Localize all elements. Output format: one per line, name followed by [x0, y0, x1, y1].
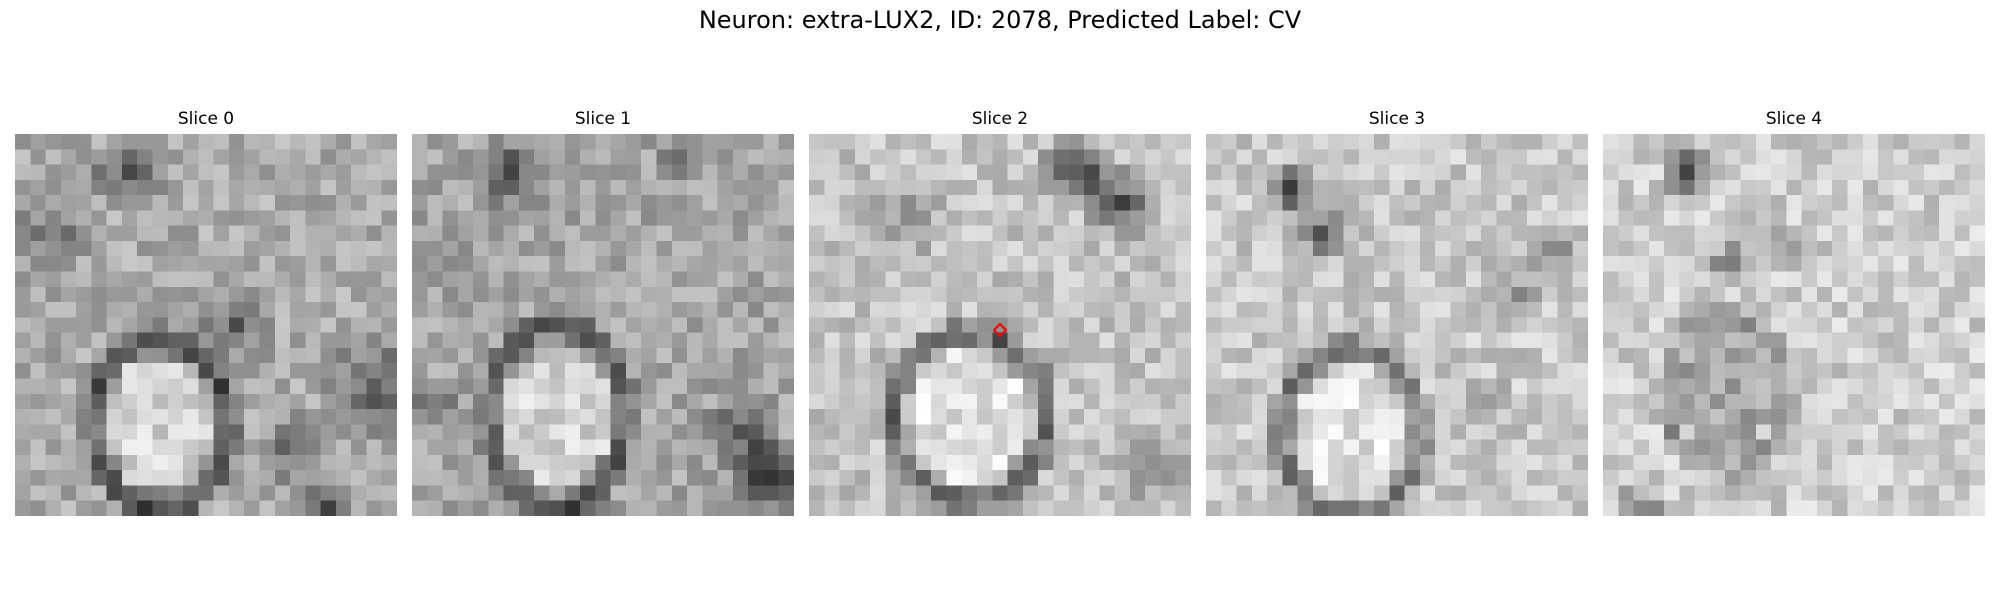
slice-title: Slice 2	[971, 109, 1029, 129]
slice-image	[412, 134, 794, 516]
slice-panel-3: Slice 3	[1206, 108, 1588, 516]
slice-title: Slice 1	[574, 109, 632, 129]
slice-panel-1: Slice 1	[412, 108, 794, 516]
slice-image	[1206, 134, 1588, 516]
slice-title: Slice 0	[177, 109, 235, 129]
slice-image	[1603, 134, 1985, 516]
slice-image	[809, 134, 1191, 516]
slice-panel-2: Slice 2	[809, 108, 1191, 516]
slice-panel-0: Slice 0	[15, 108, 397, 516]
slice-panel-4: Slice 4	[1603, 108, 1985, 516]
figure-title: Neuron: extra-LUX2, ID: 2078, Predicted …	[698, 6, 1302, 34]
slice-title: Slice 4	[1765, 109, 1823, 129]
slice-image	[15, 134, 397, 516]
slice-title: Slice 3	[1368, 109, 1426, 129]
